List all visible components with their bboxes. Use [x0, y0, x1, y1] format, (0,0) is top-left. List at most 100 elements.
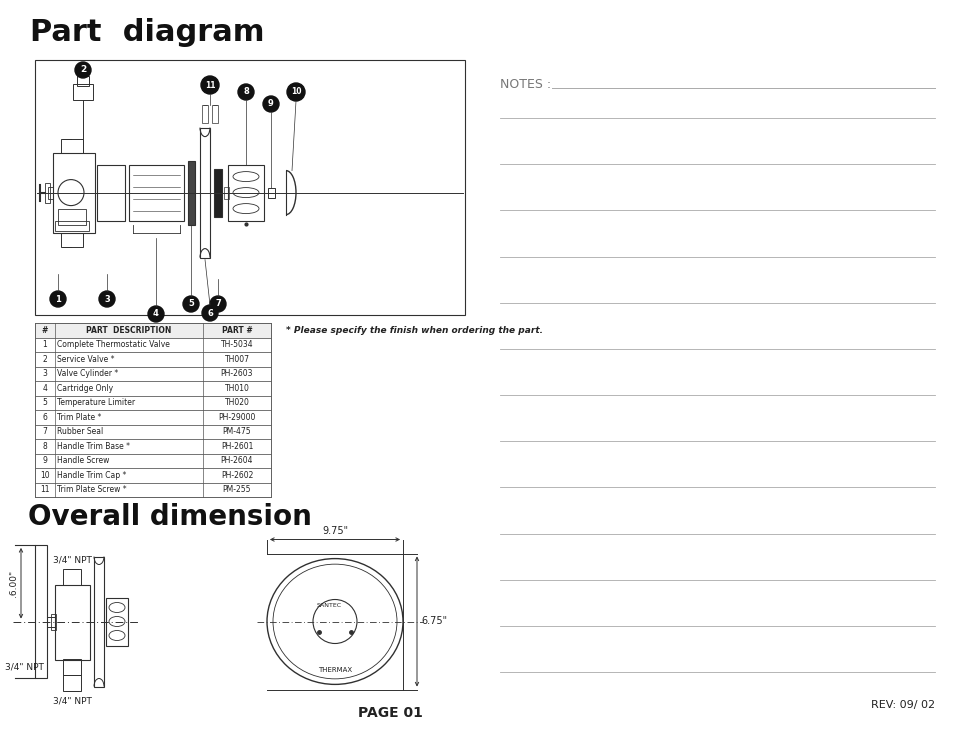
Bar — [58, 209, 86, 224]
Bar — [48, 187, 53, 199]
Circle shape — [50, 291, 66, 307]
Text: PH-2603: PH-2603 — [220, 369, 253, 379]
Text: TH007: TH007 — [224, 355, 250, 364]
Text: PAGE 01: PAGE 01 — [357, 706, 422, 720]
Circle shape — [210, 296, 226, 312]
Text: REV: 09/ 02: REV: 09/ 02 — [870, 700, 934, 710]
Bar — [94, 556, 104, 686]
Circle shape — [183, 296, 199, 312]
Bar — [35, 337, 271, 352]
Bar — [77, 76, 89, 86]
Text: 7: 7 — [214, 300, 221, 308]
Text: PART  DESCRIPTION: PART DESCRIPTION — [86, 325, 172, 335]
Text: 3: 3 — [43, 369, 48, 379]
Text: NOTES :: NOTES : — [499, 78, 555, 91]
Bar — [129, 165, 184, 221]
Text: 2: 2 — [43, 355, 48, 364]
Text: Service Valve *: Service Valve * — [57, 355, 114, 364]
Bar — [228, 165, 264, 221]
Bar — [63, 658, 81, 675]
Text: 7: 7 — [43, 427, 48, 436]
Bar — [35, 483, 271, 497]
Text: 1: 1 — [55, 294, 61, 303]
Bar — [51, 613, 56, 630]
Text: 9: 9 — [43, 456, 48, 465]
Bar — [213, 168, 222, 216]
Bar — [35, 60, 464, 315]
Bar — [35, 453, 271, 468]
Bar — [35, 439, 271, 453]
Circle shape — [237, 84, 253, 100]
Text: Temperature Limiter: Temperature Limiter — [57, 399, 135, 407]
Bar — [35, 396, 271, 410]
Bar — [73, 84, 92, 100]
Bar — [55, 584, 90, 660]
Text: 3/4" NPT: 3/4" NPT — [52, 556, 91, 565]
Text: Handle Trim Cap *: Handle Trim Cap * — [57, 471, 126, 480]
Text: PART #: PART # — [221, 325, 253, 335]
Text: TH-5034: TH-5034 — [220, 340, 253, 349]
Bar — [55, 221, 89, 230]
Text: PH-2602: PH-2602 — [220, 471, 253, 480]
Text: 6.75": 6.75" — [420, 616, 447, 627]
Text: Rubber Seal: Rubber Seal — [57, 427, 103, 436]
Text: Trim Plate *: Trim Plate * — [57, 413, 101, 421]
Bar — [202, 105, 208, 123]
Text: PM-475: PM-475 — [222, 427, 251, 436]
Text: Valve Cylinder *: Valve Cylinder * — [57, 369, 118, 379]
Circle shape — [201, 76, 219, 94]
Text: 10: 10 — [291, 88, 301, 97]
Text: 3/4" NPT: 3/4" NPT — [5, 662, 44, 671]
Text: .6.00": .6.00" — [9, 570, 18, 597]
Bar — [35, 367, 271, 381]
Text: THERMAX: THERMAX — [317, 667, 352, 674]
Text: 6: 6 — [43, 413, 48, 421]
Circle shape — [99, 291, 115, 307]
Text: SANTEC: SANTEC — [316, 603, 341, 608]
Text: 3: 3 — [104, 294, 110, 303]
Text: * Please specify the finish when ordering the part.: * Please specify the finish when orderin… — [286, 325, 542, 335]
Text: 1: 1 — [43, 340, 48, 349]
Text: 5: 5 — [43, 399, 48, 407]
Text: 9.75": 9.75" — [321, 525, 348, 536]
Bar — [224, 187, 229, 199]
Text: TH010: TH010 — [224, 384, 249, 393]
Bar — [200, 128, 210, 258]
Circle shape — [263, 96, 278, 112]
Text: PM-255: PM-255 — [222, 486, 251, 494]
Text: PH-2604: PH-2604 — [220, 456, 253, 465]
Circle shape — [287, 83, 305, 101]
Bar — [106, 598, 128, 646]
Bar — [35, 323, 271, 337]
Text: Trim Plate Screw *: Trim Plate Screw * — [57, 486, 127, 494]
Bar — [188, 161, 194, 224]
Text: Overall dimension: Overall dimension — [28, 503, 312, 531]
Text: Complete Thermostatic Valve: Complete Thermostatic Valve — [57, 340, 170, 349]
Bar — [268, 187, 274, 198]
Text: 2: 2 — [80, 66, 86, 75]
Text: 5: 5 — [188, 300, 193, 308]
Text: Handle Screw: Handle Screw — [57, 456, 110, 465]
Circle shape — [75, 62, 91, 78]
Text: Handle Trim Base *: Handle Trim Base * — [57, 442, 130, 451]
Text: 4: 4 — [43, 384, 48, 393]
Bar — [35, 545, 47, 678]
Bar — [61, 139, 83, 153]
Bar — [35, 410, 271, 424]
Text: PH-2601: PH-2601 — [220, 442, 253, 451]
Circle shape — [148, 306, 164, 322]
Text: 4: 4 — [152, 309, 159, 319]
Text: TH020: TH020 — [224, 399, 249, 407]
Bar — [53, 153, 95, 232]
Bar — [61, 232, 83, 246]
Text: 3/4" NPT: 3/4" NPT — [52, 697, 91, 706]
Text: 11: 11 — [205, 80, 215, 89]
Bar — [97, 165, 125, 221]
Text: 8: 8 — [43, 442, 48, 451]
Bar — [212, 105, 218, 123]
Bar — [63, 675, 81, 691]
Text: Part  diagram: Part diagram — [30, 18, 264, 47]
Bar — [35, 468, 271, 483]
Bar — [47, 616, 55, 627]
Bar — [63, 568, 81, 584]
